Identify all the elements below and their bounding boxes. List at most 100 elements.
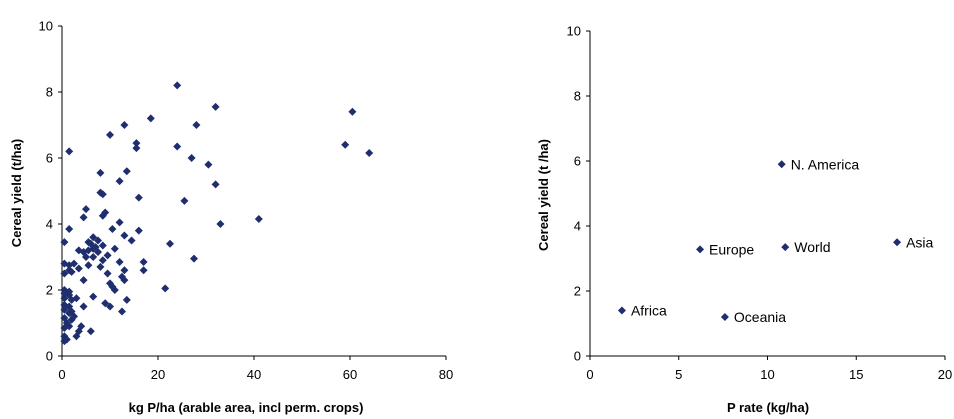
left-data-point xyxy=(65,147,74,156)
left-data-point xyxy=(108,224,117,233)
left-data-point xyxy=(65,261,74,270)
left-data-point xyxy=(60,323,69,332)
left-data-point xyxy=(120,266,129,275)
left-data-point xyxy=(118,307,126,316)
right-data-point xyxy=(696,245,705,254)
right-data-point xyxy=(777,160,786,169)
point-label-asia: Asia xyxy=(906,234,933,250)
left-data-point xyxy=(110,244,119,253)
left-data-point xyxy=(132,144,141,153)
left-data-point xyxy=(82,205,90,214)
left-data-point xyxy=(132,139,141,148)
left-data-point xyxy=(216,220,225,228)
right-y-tick-label: 2 xyxy=(574,284,581,299)
right-x-tick-label: 0 xyxy=(586,367,593,382)
left-data-point xyxy=(98,256,107,265)
left-data-point xyxy=(211,180,220,189)
right-y-axis-title: Cereal yield (t /ha) xyxy=(536,139,551,251)
left-x-tick-label: 60 xyxy=(343,367,357,382)
point-label-africa: Africa xyxy=(631,303,667,319)
right-data-point xyxy=(617,306,626,315)
right-data-point xyxy=(781,243,790,252)
right-x-axis-title: P rate (kg/ha) xyxy=(727,400,809,415)
right-y-tick-label: 10 xyxy=(567,24,581,39)
left-data-point xyxy=(72,294,81,303)
left-data-point xyxy=(67,315,76,324)
left-data-point xyxy=(84,261,93,270)
right-data-point xyxy=(720,313,729,321)
left-data-point xyxy=(134,226,143,235)
right-x-ticks: 0 5 10 15 20 xyxy=(586,356,952,382)
left-data-point xyxy=(94,236,102,245)
left-data-point xyxy=(115,257,124,266)
left-data-point xyxy=(187,154,196,162)
left-y-axis-title: Cereal yield (t/ha) xyxy=(9,139,24,247)
right-y-ticks: 0 2 4 6 8 10 xyxy=(567,24,590,364)
left-data-point xyxy=(173,81,182,90)
left-data-point xyxy=(365,149,374,158)
left-data-point xyxy=(115,177,124,186)
right-points xyxy=(617,160,902,321)
left-data-point xyxy=(115,218,124,227)
left-data-point xyxy=(98,190,107,199)
left-data-point xyxy=(89,253,98,261)
left-data-point xyxy=(166,239,174,248)
left-data-point xyxy=(101,299,110,308)
left-data-point xyxy=(96,262,105,271)
left-data-point xyxy=(98,211,107,220)
left-data-point xyxy=(146,114,155,123)
left-data-point xyxy=(60,337,69,346)
left-data-point xyxy=(96,168,105,177)
right-x-tick-label: 5 xyxy=(675,367,682,382)
left-y-tick-label: 6 xyxy=(46,151,53,166)
left-data-point xyxy=(348,107,357,116)
left-data-point xyxy=(120,231,129,240)
left-data-point xyxy=(98,241,107,250)
left-data-point xyxy=(120,276,129,285)
point-label-world: World xyxy=(794,239,830,255)
left-data-point xyxy=(180,196,189,205)
left-data-point xyxy=(72,332,81,341)
point-label-n-america: N. America xyxy=(791,156,860,172)
right-x-tick-label: 20 xyxy=(938,367,952,382)
left-data-point xyxy=(139,266,148,275)
left-data-point xyxy=(254,215,263,224)
right-point-labels: N. America Europe World Asia Africa Oceania xyxy=(631,156,934,325)
left-data-point xyxy=(79,276,88,285)
left-y-tick-label: 4 xyxy=(46,217,53,232)
right-y-tick-label: 0 xyxy=(574,349,581,364)
left-data-point xyxy=(103,251,112,260)
left-data-point xyxy=(86,327,95,336)
left-x-tick-label: 40 xyxy=(247,367,261,382)
left-y-tick-label: 2 xyxy=(46,283,53,298)
point-label-oceania: Oceania xyxy=(734,309,786,325)
right-scatter-chart: 0 2 4 6 8 10 0 5 10 15 20 N. America Europe World As… xyxy=(536,24,952,416)
left-data-point xyxy=(89,233,98,242)
left-data-point xyxy=(106,302,114,311)
left-x-tick-label: 0 xyxy=(58,367,65,382)
left-data-point xyxy=(65,309,74,318)
left-y-ticks: 0 2 4 6 8 10 xyxy=(39,19,62,364)
left-points xyxy=(60,81,374,346)
left-data-point xyxy=(60,305,69,314)
left-data-point xyxy=(134,193,143,202)
left-data-point xyxy=(192,121,201,129)
left-data-point xyxy=(103,269,112,278)
left-data-point xyxy=(139,257,148,266)
right-data-point xyxy=(893,238,902,247)
left-data-point xyxy=(79,213,88,222)
left-y-tick-label: 10 xyxy=(39,19,53,34)
left-data-point xyxy=(79,302,88,311)
left-data-point xyxy=(341,140,350,149)
left-data-point xyxy=(120,121,129,129)
right-y-tick-label: 4 xyxy=(574,219,581,234)
left-data-point xyxy=(161,284,170,293)
left-data-point xyxy=(82,253,90,261)
left-data-point xyxy=(65,224,74,233)
left-data-point xyxy=(94,248,102,257)
left-data-point xyxy=(211,102,220,111)
left-data-point xyxy=(67,267,76,276)
left-data-point xyxy=(60,238,69,247)
left-data-point xyxy=(122,167,131,176)
